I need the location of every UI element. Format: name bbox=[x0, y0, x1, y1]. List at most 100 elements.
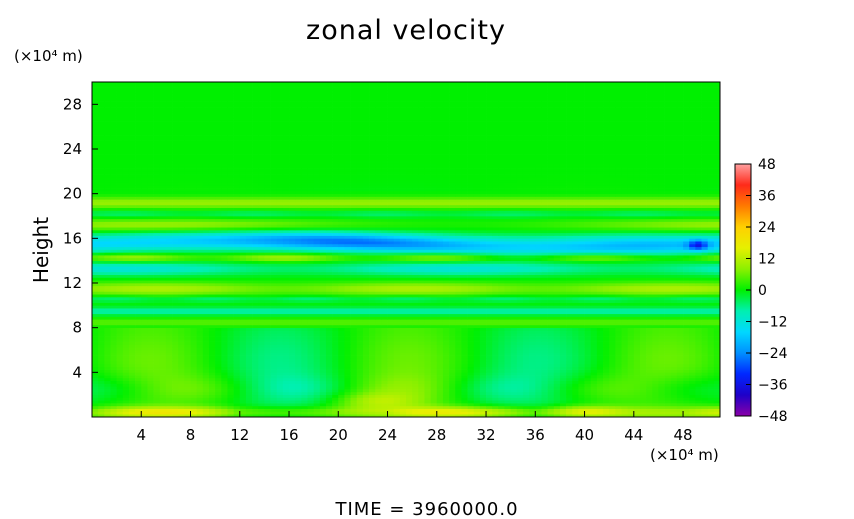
heatmap-cell bbox=[615, 403, 622, 407]
heatmap-cell bbox=[369, 375, 376, 379]
heatmap-cell bbox=[664, 361, 672, 365]
heatmap-cell bbox=[713, 391, 720, 396]
heatmap-cell bbox=[701, 305, 709, 309]
heatmap-cell bbox=[418, 405, 425, 409]
heatmap-cell bbox=[467, 386, 475, 390]
heatmap-cell bbox=[449, 352, 456, 356]
heatmap-cell bbox=[713, 389, 720, 393]
heatmap-cell bbox=[239, 299, 247, 303]
heatmap-cell bbox=[670, 308, 678, 312]
heatmap-cell bbox=[153, 283, 161, 287]
heatmap-cell bbox=[467, 355, 475, 359]
heatmap-cell bbox=[522, 389, 530, 393]
heatmap-cell bbox=[603, 310, 610, 315]
heatmap-cell bbox=[350, 347, 358, 351]
heatmap-cell bbox=[584, 363, 592, 368]
heatmap-cell bbox=[332, 308, 339, 312]
heatmap-cell bbox=[282, 363, 290, 368]
heatmap-cell bbox=[670, 414, 678, 417]
heatmap-cell bbox=[455, 288, 462, 292]
heatmap-cell bbox=[159, 361, 167, 365]
heatmap-cell bbox=[522, 280, 530, 284]
heatmap-cell bbox=[264, 327, 271, 331]
heatmap-cell bbox=[196, 400, 204, 404]
heatmap-cell bbox=[301, 400, 308, 404]
heatmap-cell bbox=[319, 389, 327, 393]
heatmap-cell bbox=[646, 344, 653, 348]
heatmap-cell bbox=[707, 327, 715, 331]
heatmap-cell bbox=[683, 299, 690, 303]
heatmap-cell bbox=[375, 363, 382, 368]
heatmap-cell bbox=[541, 310, 548, 315]
heatmap-cell bbox=[387, 302, 395, 306]
heatmap-cell bbox=[252, 288, 259, 292]
heatmap-cell bbox=[141, 363, 148, 368]
heatmap-cell bbox=[172, 400, 179, 404]
heatmap-cell bbox=[689, 338, 696, 342]
heatmap-cell bbox=[603, 350, 610, 354]
heatmap-cell bbox=[147, 299, 154, 303]
heatmap-cell bbox=[449, 283, 456, 287]
heatmap-cell bbox=[535, 319, 542, 323]
heatmap-cell bbox=[701, 288, 709, 292]
heatmap-cell bbox=[510, 305, 518, 309]
heatmap-cell bbox=[135, 405, 142, 409]
heatmap-cell bbox=[362, 336, 370, 340]
heatmap-cell bbox=[233, 291, 241, 295]
heatmap-cell bbox=[689, 411, 696, 415]
heatmap-cell bbox=[128, 310, 136, 315]
heatmap-cell bbox=[621, 310, 628, 315]
heatmap-cell bbox=[381, 405, 388, 409]
heatmap-cell bbox=[455, 414, 462, 417]
heatmap-cell bbox=[221, 361, 228, 365]
heatmap-cell bbox=[553, 403, 561, 407]
heatmap-cell bbox=[652, 336, 659, 340]
heatmap-cell bbox=[701, 322, 709, 326]
heatmap-cell bbox=[221, 327, 228, 331]
heatmap-cell bbox=[418, 347, 425, 351]
heatmap-cell bbox=[362, 400, 370, 404]
heatmap-cell bbox=[522, 319, 530, 323]
heatmap-cell bbox=[418, 330, 425, 334]
heatmap-cell bbox=[307, 408, 314, 412]
heatmap-cell bbox=[350, 386, 358, 390]
heatmap-cell bbox=[572, 400, 579, 404]
heatmap-cell bbox=[498, 408, 505, 412]
heatmap-cell bbox=[369, 283, 376, 287]
heatmap-cell bbox=[301, 288, 308, 292]
heatmap-cell bbox=[621, 283, 628, 287]
heatmap-cell bbox=[467, 322, 475, 326]
heatmap-cell bbox=[676, 319, 684, 323]
heatmap-cell bbox=[424, 403, 431, 407]
heatmap-cell bbox=[128, 296, 136, 301]
heatmap-cell bbox=[455, 316, 462, 320]
heatmap-cell bbox=[486, 308, 493, 312]
heatmap-cell bbox=[196, 366, 204, 370]
heatmap-cell bbox=[572, 375, 579, 379]
heatmap-cell bbox=[135, 350, 142, 354]
heatmap-cell bbox=[689, 347, 696, 351]
heatmap-cell bbox=[381, 400, 388, 404]
heatmap-cell bbox=[664, 302, 672, 306]
heatmap-cell bbox=[165, 358, 173, 362]
heatmap-cell bbox=[172, 358, 179, 362]
heatmap-cell bbox=[442, 405, 450, 409]
heatmap-cell bbox=[319, 322, 327, 326]
heatmap-cell bbox=[449, 366, 456, 370]
heatmap-cell bbox=[455, 333, 462, 337]
heatmap-cell bbox=[436, 308, 444, 312]
heatmap-cell bbox=[239, 400, 247, 404]
heatmap-cell bbox=[529, 333, 536, 337]
heatmap-cell bbox=[713, 316, 720, 320]
heatmap-cell bbox=[178, 330, 185, 334]
heatmap-cell bbox=[498, 366, 505, 370]
heatmap-cell bbox=[387, 347, 395, 351]
heatmap-cell bbox=[202, 338, 210, 342]
heatmap-cell bbox=[165, 377, 173, 382]
heatmap-cell bbox=[609, 386, 616, 390]
heatmap-cell bbox=[646, 369, 653, 373]
heatmap-cell bbox=[128, 308, 136, 312]
heatmap-cell bbox=[393, 380, 401, 384]
heatmap-cell bbox=[178, 299, 185, 303]
heatmap-cell bbox=[584, 372, 592, 376]
